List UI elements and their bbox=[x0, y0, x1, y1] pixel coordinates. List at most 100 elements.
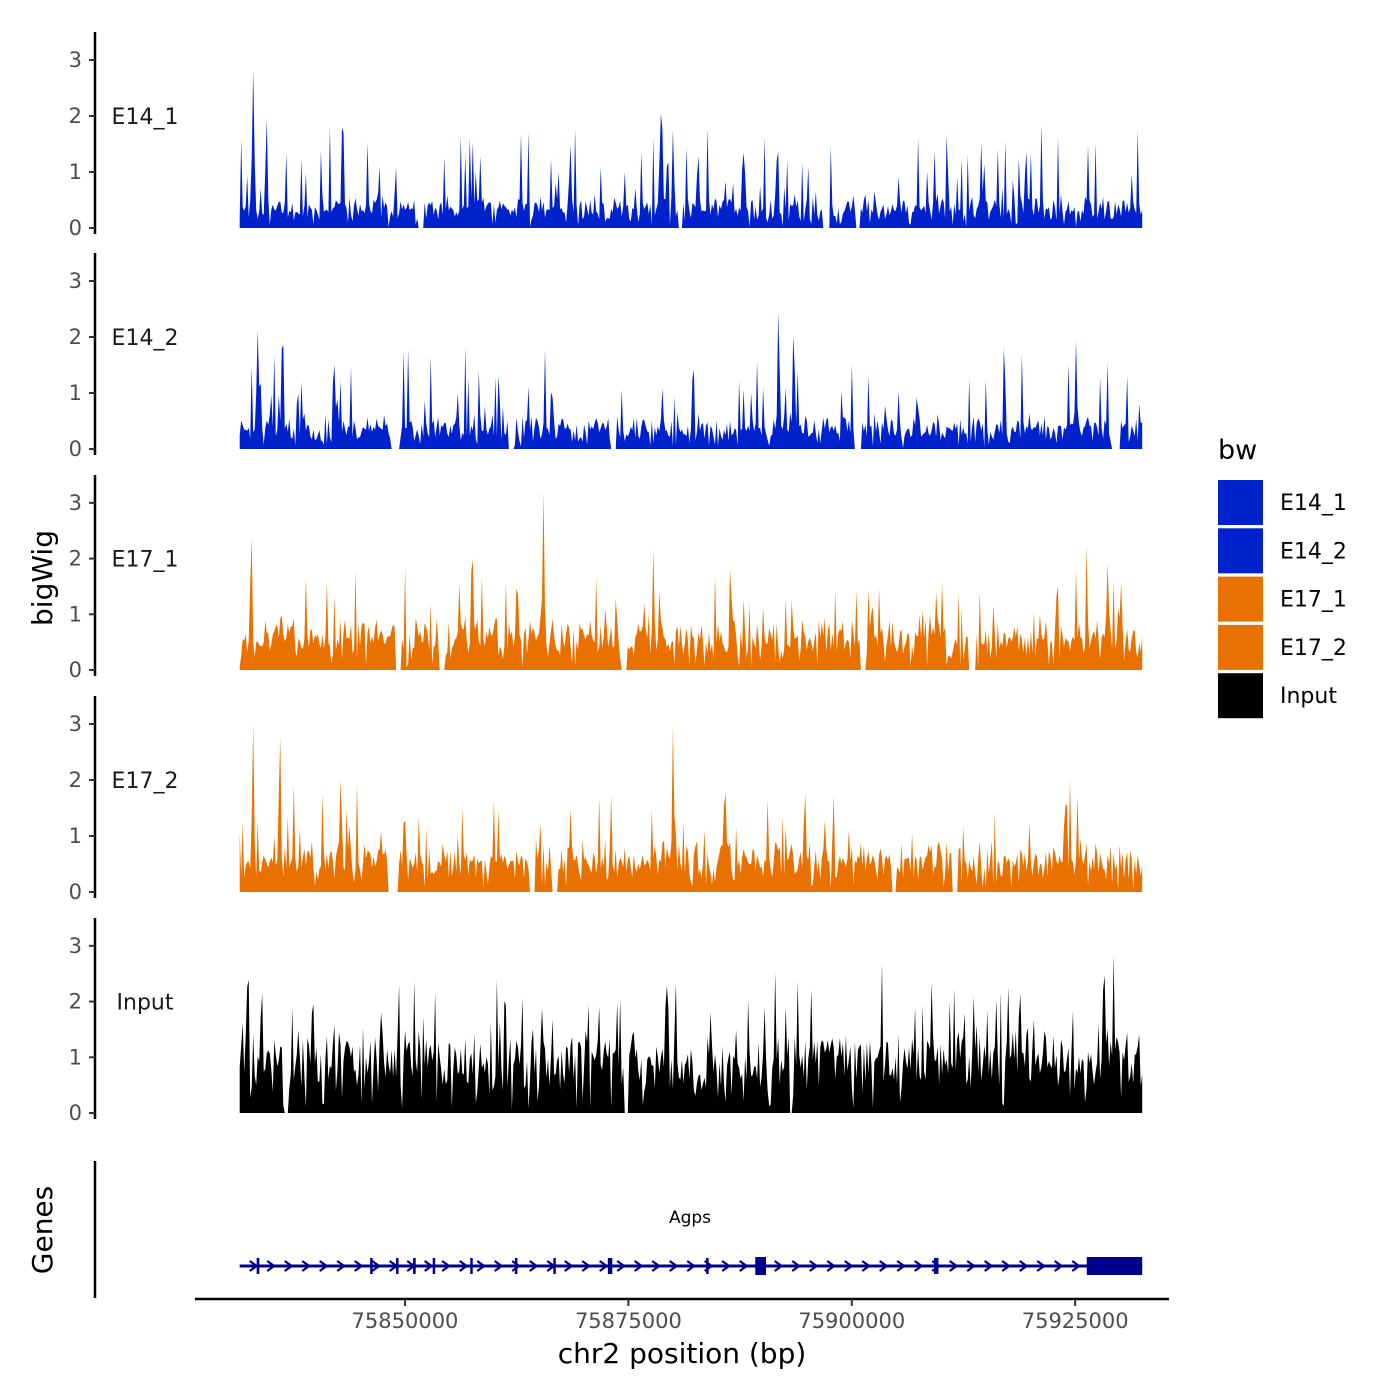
exon bbox=[432, 1258, 436, 1274]
strand-arrow bbox=[494, 1260, 504, 1272]
y-tick-label: 1 bbox=[69, 1045, 82, 1069]
strand-arrow bbox=[914, 1260, 924, 1272]
strand-arrow bbox=[284, 1260, 294, 1272]
strand-arrow bbox=[441, 1260, 452, 1272]
panel-E14_1: 0 1 2 3 E14_1 bbox=[69, 32, 1143, 240]
exon bbox=[706, 1258, 709, 1274]
strand-arrow bbox=[739, 1260, 749, 1272]
exon bbox=[396, 1258, 399, 1274]
strand-arrow bbox=[354, 1260, 364, 1272]
exon bbox=[553, 1258, 556, 1274]
strand-arrow bbox=[266, 1260, 277, 1272]
strand-arrow bbox=[809, 1260, 819, 1272]
strand-arrow bbox=[1054, 1260, 1064, 1272]
x-axis: 75850000 75875000 75900000 75925000 bbox=[195, 1297, 1169, 1333]
y-tick-label: 3 bbox=[69, 934, 82, 958]
gene-name-label: Agps bbox=[669, 1208, 711, 1228]
exon bbox=[933, 1258, 939, 1274]
strand-arrow bbox=[424, 1260, 434, 1272]
y-tick-label: 0 bbox=[69, 658, 82, 682]
x-tick-label: 75900000 bbox=[798, 1309, 905, 1333]
strand-arrow bbox=[1036, 1260, 1047, 1272]
y-tick-label: 2 bbox=[69, 547, 82, 571]
strand-arrow bbox=[879, 1260, 889, 1272]
track-label-E17_1: E17_1 bbox=[112, 548, 179, 573]
strand-arrow bbox=[319, 1260, 329, 1272]
strand-arrow bbox=[371, 1260, 382, 1272]
x-tick-label: 75850000 bbox=[352, 1309, 459, 1333]
legend-label-E14_1: E14_1 bbox=[1280, 491, 1347, 516]
x-tick-label: 75925000 bbox=[1022, 1309, 1129, 1333]
legend-swatch-E14_1 bbox=[1218, 480, 1263, 525]
legend-swatch-Input bbox=[1218, 673, 1263, 719]
legend-label-Input: Input bbox=[1280, 684, 1337, 709]
strand-arrow bbox=[721, 1260, 732, 1272]
track-label-E14_1: E14_1 bbox=[112, 105, 179, 130]
exon bbox=[413, 1258, 416, 1274]
y-tick-label: 2 bbox=[69, 990, 82, 1014]
y-tick-label: 2 bbox=[69, 325, 82, 349]
strand-arrow bbox=[634, 1260, 644, 1272]
legend-label-E17_2: E17_2 bbox=[1280, 636, 1347, 661]
exon bbox=[607, 1258, 613, 1274]
strand-arrow bbox=[861, 1260, 872, 1272]
exon bbox=[256, 1258, 260, 1274]
y-tick-label: 3 bbox=[69, 491, 82, 515]
strand-arrow bbox=[511, 1260, 522, 1272]
strand-arrow bbox=[459, 1260, 469, 1272]
genes-track-title: Genes bbox=[26, 1186, 59, 1274]
signal-area-E17_2 bbox=[239, 723, 1143, 892]
y-tick-label: 2 bbox=[69, 768, 82, 792]
y-tick-label: 1 bbox=[69, 160, 82, 184]
strand-arrow bbox=[966, 1260, 977, 1272]
signal-area-E17_1 bbox=[239, 491, 1143, 670]
y-tick-label: 0 bbox=[69, 880, 82, 904]
strand-arrow bbox=[599, 1260, 609, 1272]
strand-arrow bbox=[686, 1260, 697, 1272]
y-tick-label: 1 bbox=[69, 824, 82, 848]
signal-area-Input bbox=[239, 955, 1143, 1113]
y-tick-label: 3 bbox=[69, 269, 82, 293]
signal-area-E14_2 bbox=[239, 311, 1143, 449]
y-tick-label: 3 bbox=[69, 48, 82, 72]
strand-arrow bbox=[1019, 1260, 1029, 1272]
panel-E14_2: 0 1 2 3 E14_2 bbox=[69, 253, 1143, 461]
x-axis-title: chr2 position (bp) bbox=[558, 1337, 807, 1370]
exon bbox=[514, 1258, 518, 1274]
strand-arrow bbox=[1001, 1260, 1012, 1272]
track-label-Input: Input bbox=[117, 991, 174, 1016]
strand-arrow bbox=[949, 1260, 959, 1272]
strand-arrow bbox=[336, 1260, 347, 1272]
strand-arrow bbox=[616, 1260, 627, 1272]
panel-Input: 0 1 2 3 Input bbox=[69, 918, 1143, 1125]
y-tick-label: 0 bbox=[69, 216, 82, 240]
gene-track: Agps bbox=[93, 1161, 1143, 1298]
y-tick-label: 0 bbox=[69, 1101, 82, 1125]
strand-arrow bbox=[984, 1260, 994, 1272]
signal-panels: 0 1 2 3 E14_1 0 1 2 3 E14_2 0 1 2 3 E17_1 0 1 2 3 E17_2 0 1 2 3… bbox=[69, 32, 1143, 1125]
strand-arrow bbox=[774, 1260, 784, 1272]
legend-swatch-E17_2 bbox=[1218, 624, 1263, 670]
y-axis-title: bigWig bbox=[26, 530, 59, 626]
y-tick-label: 1 bbox=[69, 381, 82, 405]
strand-arrow bbox=[791, 1260, 802, 1272]
strand-arrow bbox=[826, 1260, 837, 1272]
signal-area-E14_1 bbox=[239, 69, 1143, 228]
exon bbox=[755, 1257, 766, 1275]
y-tick-label: 3 bbox=[69, 712, 82, 736]
strand-arrow bbox=[651, 1260, 662, 1272]
x-tick-label: 75875000 bbox=[575, 1309, 682, 1333]
legend-swatch-E14_2 bbox=[1218, 528, 1263, 574]
panel-E17_2: 0 1 2 3 E17_2 bbox=[69, 696, 1143, 904]
legend-title: bw bbox=[1218, 435, 1257, 466]
legend: bw E14_1 E14_2 E17_1 E17_2 Input bbox=[1218, 435, 1347, 719]
strand-arrow bbox=[301, 1260, 312, 1272]
strand-arrow bbox=[581, 1260, 592, 1272]
strand-arrow bbox=[896, 1260, 907, 1272]
strand-arrow bbox=[476, 1260, 487, 1272]
legend-label-E17_1: E17_1 bbox=[1280, 588, 1347, 613]
legend-swatch-E17_1 bbox=[1218, 576, 1263, 622]
legend-label-E14_2: E14_2 bbox=[1280, 539, 1347, 564]
panel-E17_1: 0 1 2 3 E17_1 bbox=[69, 475, 1143, 682]
